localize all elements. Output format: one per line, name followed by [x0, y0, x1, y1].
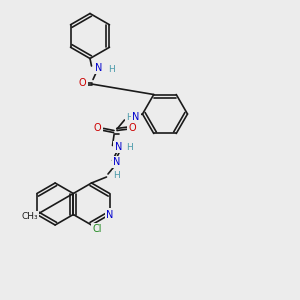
Text: O: O [94, 123, 101, 134]
Text: N: N [115, 142, 122, 152]
Text: O: O [79, 77, 86, 88]
Text: H: H [127, 143, 133, 152]
Text: O: O [128, 123, 136, 134]
Text: N: N [113, 157, 121, 167]
Text: H: H [109, 64, 115, 74]
Text: N: N [106, 209, 113, 220]
Text: Cl: Cl [93, 224, 102, 235]
Text: CH₃: CH₃ [21, 212, 38, 221]
Text: N: N [132, 112, 140, 122]
Text: N: N [95, 63, 103, 73]
Text: H: H [114, 171, 120, 180]
Text: H: H [126, 112, 133, 122]
